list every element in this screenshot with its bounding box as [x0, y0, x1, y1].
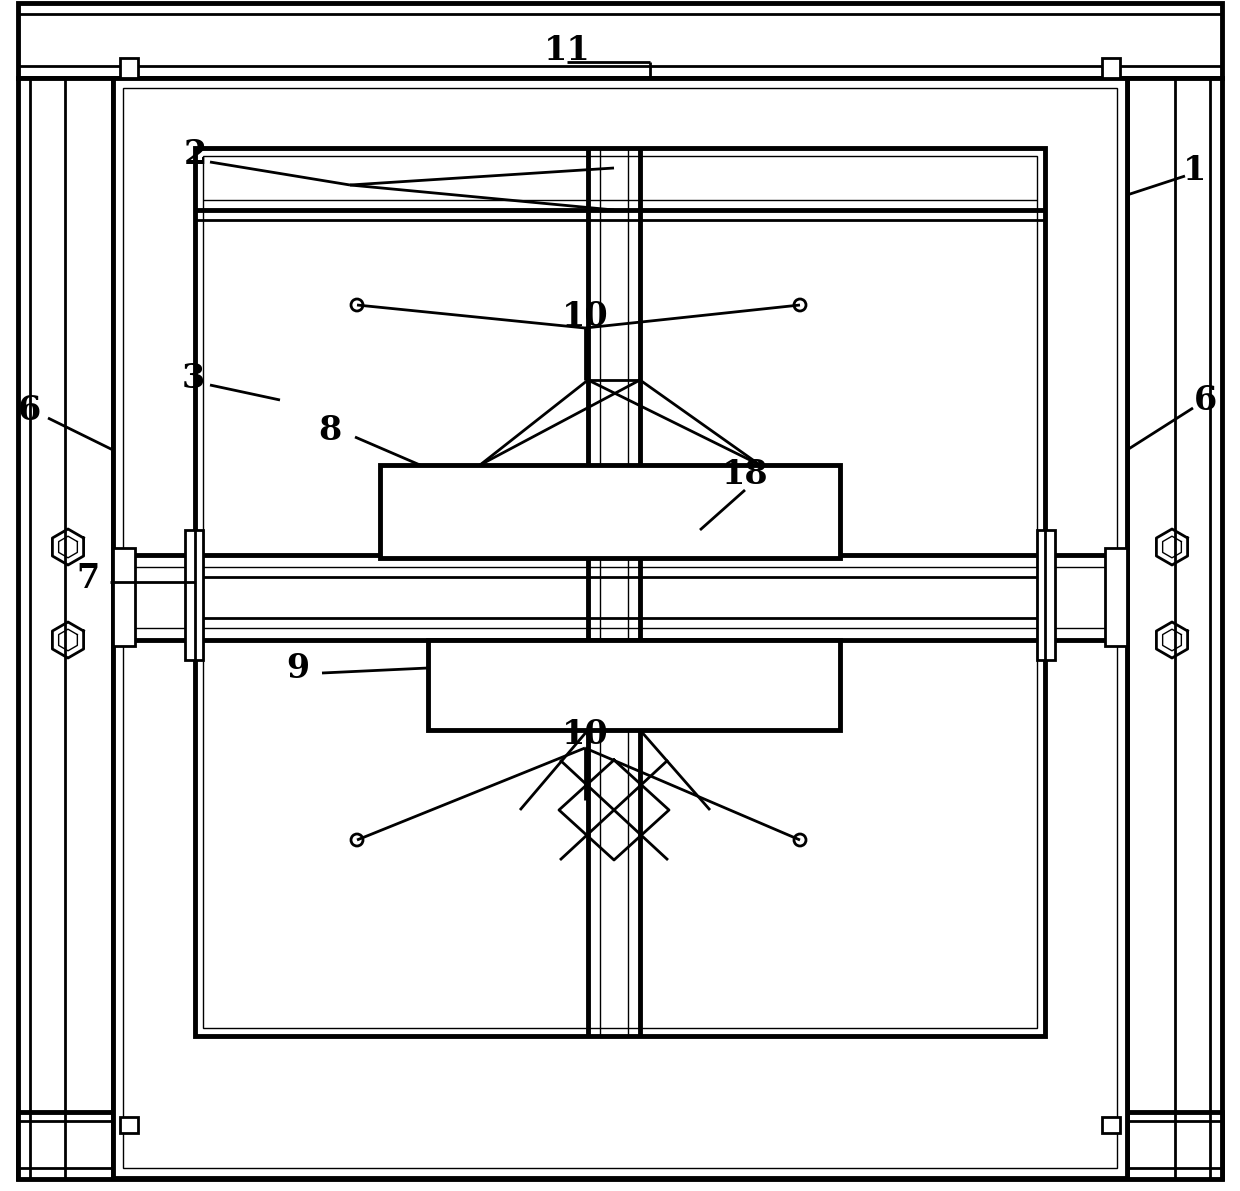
Text: 8: 8 — [319, 413, 342, 447]
Bar — [1102, 1117, 1120, 1133]
Text: 1: 1 — [1183, 154, 1207, 187]
Text: 7: 7 — [77, 561, 99, 594]
Bar — [1105, 548, 1127, 646]
Bar — [1102, 58, 1120, 77]
Bar — [19, 4, 1221, 77]
Bar — [19, 1112, 1221, 1179]
Text: 9: 9 — [286, 651, 310, 685]
Text: 6: 6 — [1193, 384, 1216, 417]
Bar — [428, 640, 839, 730]
Text: 3: 3 — [181, 362, 205, 394]
Bar — [1117, 77, 1221, 1178]
Bar — [113, 548, 135, 646]
Text: 18: 18 — [722, 459, 769, 492]
Bar — [1037, 530, 1055, 660]
Bar — [120, 1117, 138, 1133]
Bar — [113, 77, 1127, 1178]
Bar — [203, 156, 1037, 1028]
Text: 10: 10 — [562, 717, 609, 750]
Text: 2: 2 — [184, 138, 207, 172]
Bar — [120, 58, 138, 77]
Bar — [19, 77, 123, 1178]
Bar — [185, 530, 203, 660]
Bar — [123, 88, 1117, 1168]
Bar — [379, 464, 839, 559]
Text: 10: 10 — [562, 299, 609, 332]
Text: 11: 11 — [543, 33, 590, 67]
Text: 6: 6 — [19, 393, 42, 426]
Bar — [195, 148, 1045, 1036]
